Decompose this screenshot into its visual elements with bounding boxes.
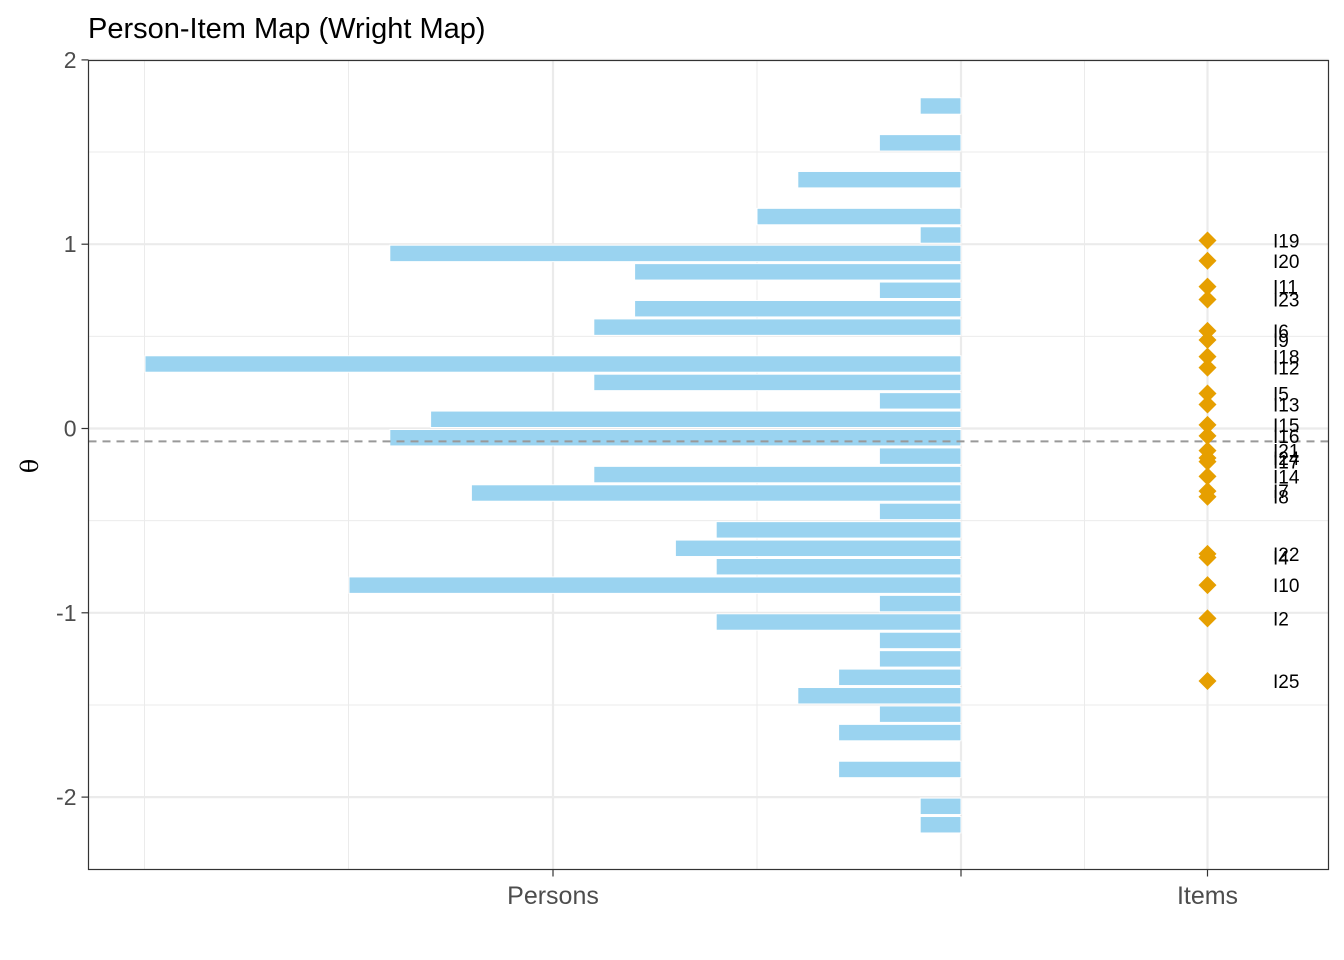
- person-bar: [593, 318, 962, 336]
- item-label: I20: [1273, 252, 1299, 273]
- person-bar: [674, 539, 962, 558]
- y-tick-label: -1: [56, 600, 76, 626]
- item-point: [1198, 671, 1217, 690]
- person-bar: [919, 816, 962, 834]
- item-point: [1198, 321, 1217, 340]
- person-bar: [593, 373, 962, 392]
- item-point: [1198, 290, 1217, 309]
- item-label: I13: [1273, 396, 1299, 417]
- person-bar: [634, 299, 962, 318]
- person-bar: [878, 650, 962, 668]
- y-axis-label: θ: [16, 459, 44, 473]
- item-point: [1198, 487, 1217, 506]
- item-label: I5: [1273, 384, 1289, 405]
- item-label: I24: [1273, 449, 1300, 470]
- person-bar: [838, 668, 962, 687]
- item-label: I7: [1273, 482, 1289, 503]
- person-bar: [919, 226, 962, 244]
- item-label: I10: [1273, 576, 1299, 597]
- item-label: I23: [1273, 290, 1299, 311]
- item-point: [1198, 609, 1217, 628]
- item-point: [1198, 251, 1217, 270]
- item-point: [1198, 358, 1217, 377]
- person-bar: [593, 465, 962, 484]
- item-label: I21: [1273, 442, 1299, 463]
- person-bar: [878, 502, 962, 521]
- x-category-label: Persons: [507, 882, 599, 910]
- person-bar: [919, 797, 962, 816]
- person-bar: [756, 207, 962, 226]
- item-label: I8: [1273, 488, 1289, 509]
- item-point: [1198, 395, 1217, 414]
- item-point: [1198, 576, 1217, 595]
- person-bar: [715, 558, 962, 576]
- person-bar: [878, 705, 962, 723]
- person-bar: [348, 576, 962, 594]
- item-point: [1198, 277, 1217, 296]
- person-bar: [430, 410, 962, 429]
- item-label: I12: [1273, 359, 1299, 380]
- item-point: [1198, 426, 1217, 445]
- person-bar: [797, 687, 962, 705]
- item-label: I25: [1273, 672, 1299, 693]
- item-label: I18: [1273, 348, 1299, 369]
- item-point: [1198, 231, 1217, 250]
- y-tick-label: -2: [56, 784, 76, 810]
- person-histogram: [144, 97, 962, 834]
- item-label: I15: [1273, 416, 1299, 437]
- person-bar: [389, 244, 962, 263]
- item-label: I16: [1273, 427, 1299, 448]
- person-bar: [838, 723, 962, 742]
- person-bar: [878, 447, 962, 465]
- person-bar: [715, 521, 962, 539]
- person-bar: [919, 97, 962, 115]
- person-bar: [878, 134, 962, 152]
- person-bar: [838, 760, 962, 779]
- item-label: I4: [1273, 549, 1289, 570]
- item-point: [1198, 347, 1217, 366]
- y-tick-label: 1: [64, 231, 77, 257]
- panel-border: [87, 59, 1330, 871]
- y-tick-label: 2: [64, 47, 77, 73]
- person-bar: [878, 631, 962, 650]
- y-axis: 2 1 0 -1 -2: [56, 47, 89, 810]
- person-bar: [878, 392, 962, 410]
- item-point: [1198, 415, 1217, 434]
- person-bar: [878, 594, 962, 613]
- person-bar: [389, 429, 962, 447]
- item-point: [1198, 331, 1217, 350]
- item-point: [1198, 467, 1217, 486]
- person-bar: [634, 263, 962, 281]
- x-axis: Persons Items: [507, 869, 1238, 910]
- item-label: I19: [1273, 232, 1299, 253]
- item-point: [1198, 548, 1217, 567]
- item-point: [1198, 384, 1217, 403]
- item-label: I6: [1273, 322, 1289, 343]
- item-label: I14: [1273, 467, 1300, 488]
- item-point: [1198, 452, 1217, 471]
- item-label: I17: [1273, 453, 1299, 474]
- item-label: I11: [1273, 278, 1298, 299]
- chart-title: Person-Item Map (Wright Map): [88, 13, 486, 45]
- y-tick-label: 0: [64, 416, 77, 442]
- item-label: I9: [1273, 331, 1289, 352]
- item-label: I22: [1273, 545, 1299, 566]
- x-category-label: Items: [1177, 882, 1238, 910]
- person-bar: [470, 484, 962, 502]
- item-label: I2: [1273, 609, 1289, 630]
- person-bar: [144, 355, 962, 373]
- person-bar: [878, 281, 962, 299]
- item-points: I19I20I11I23I6I9I18I12I5I13I15I16I21I24I…: [1198, 231, 1300, 693]
- person-bar: [797, 170, 962, 189]
- person-bar: [715, 613, 962, 631]
